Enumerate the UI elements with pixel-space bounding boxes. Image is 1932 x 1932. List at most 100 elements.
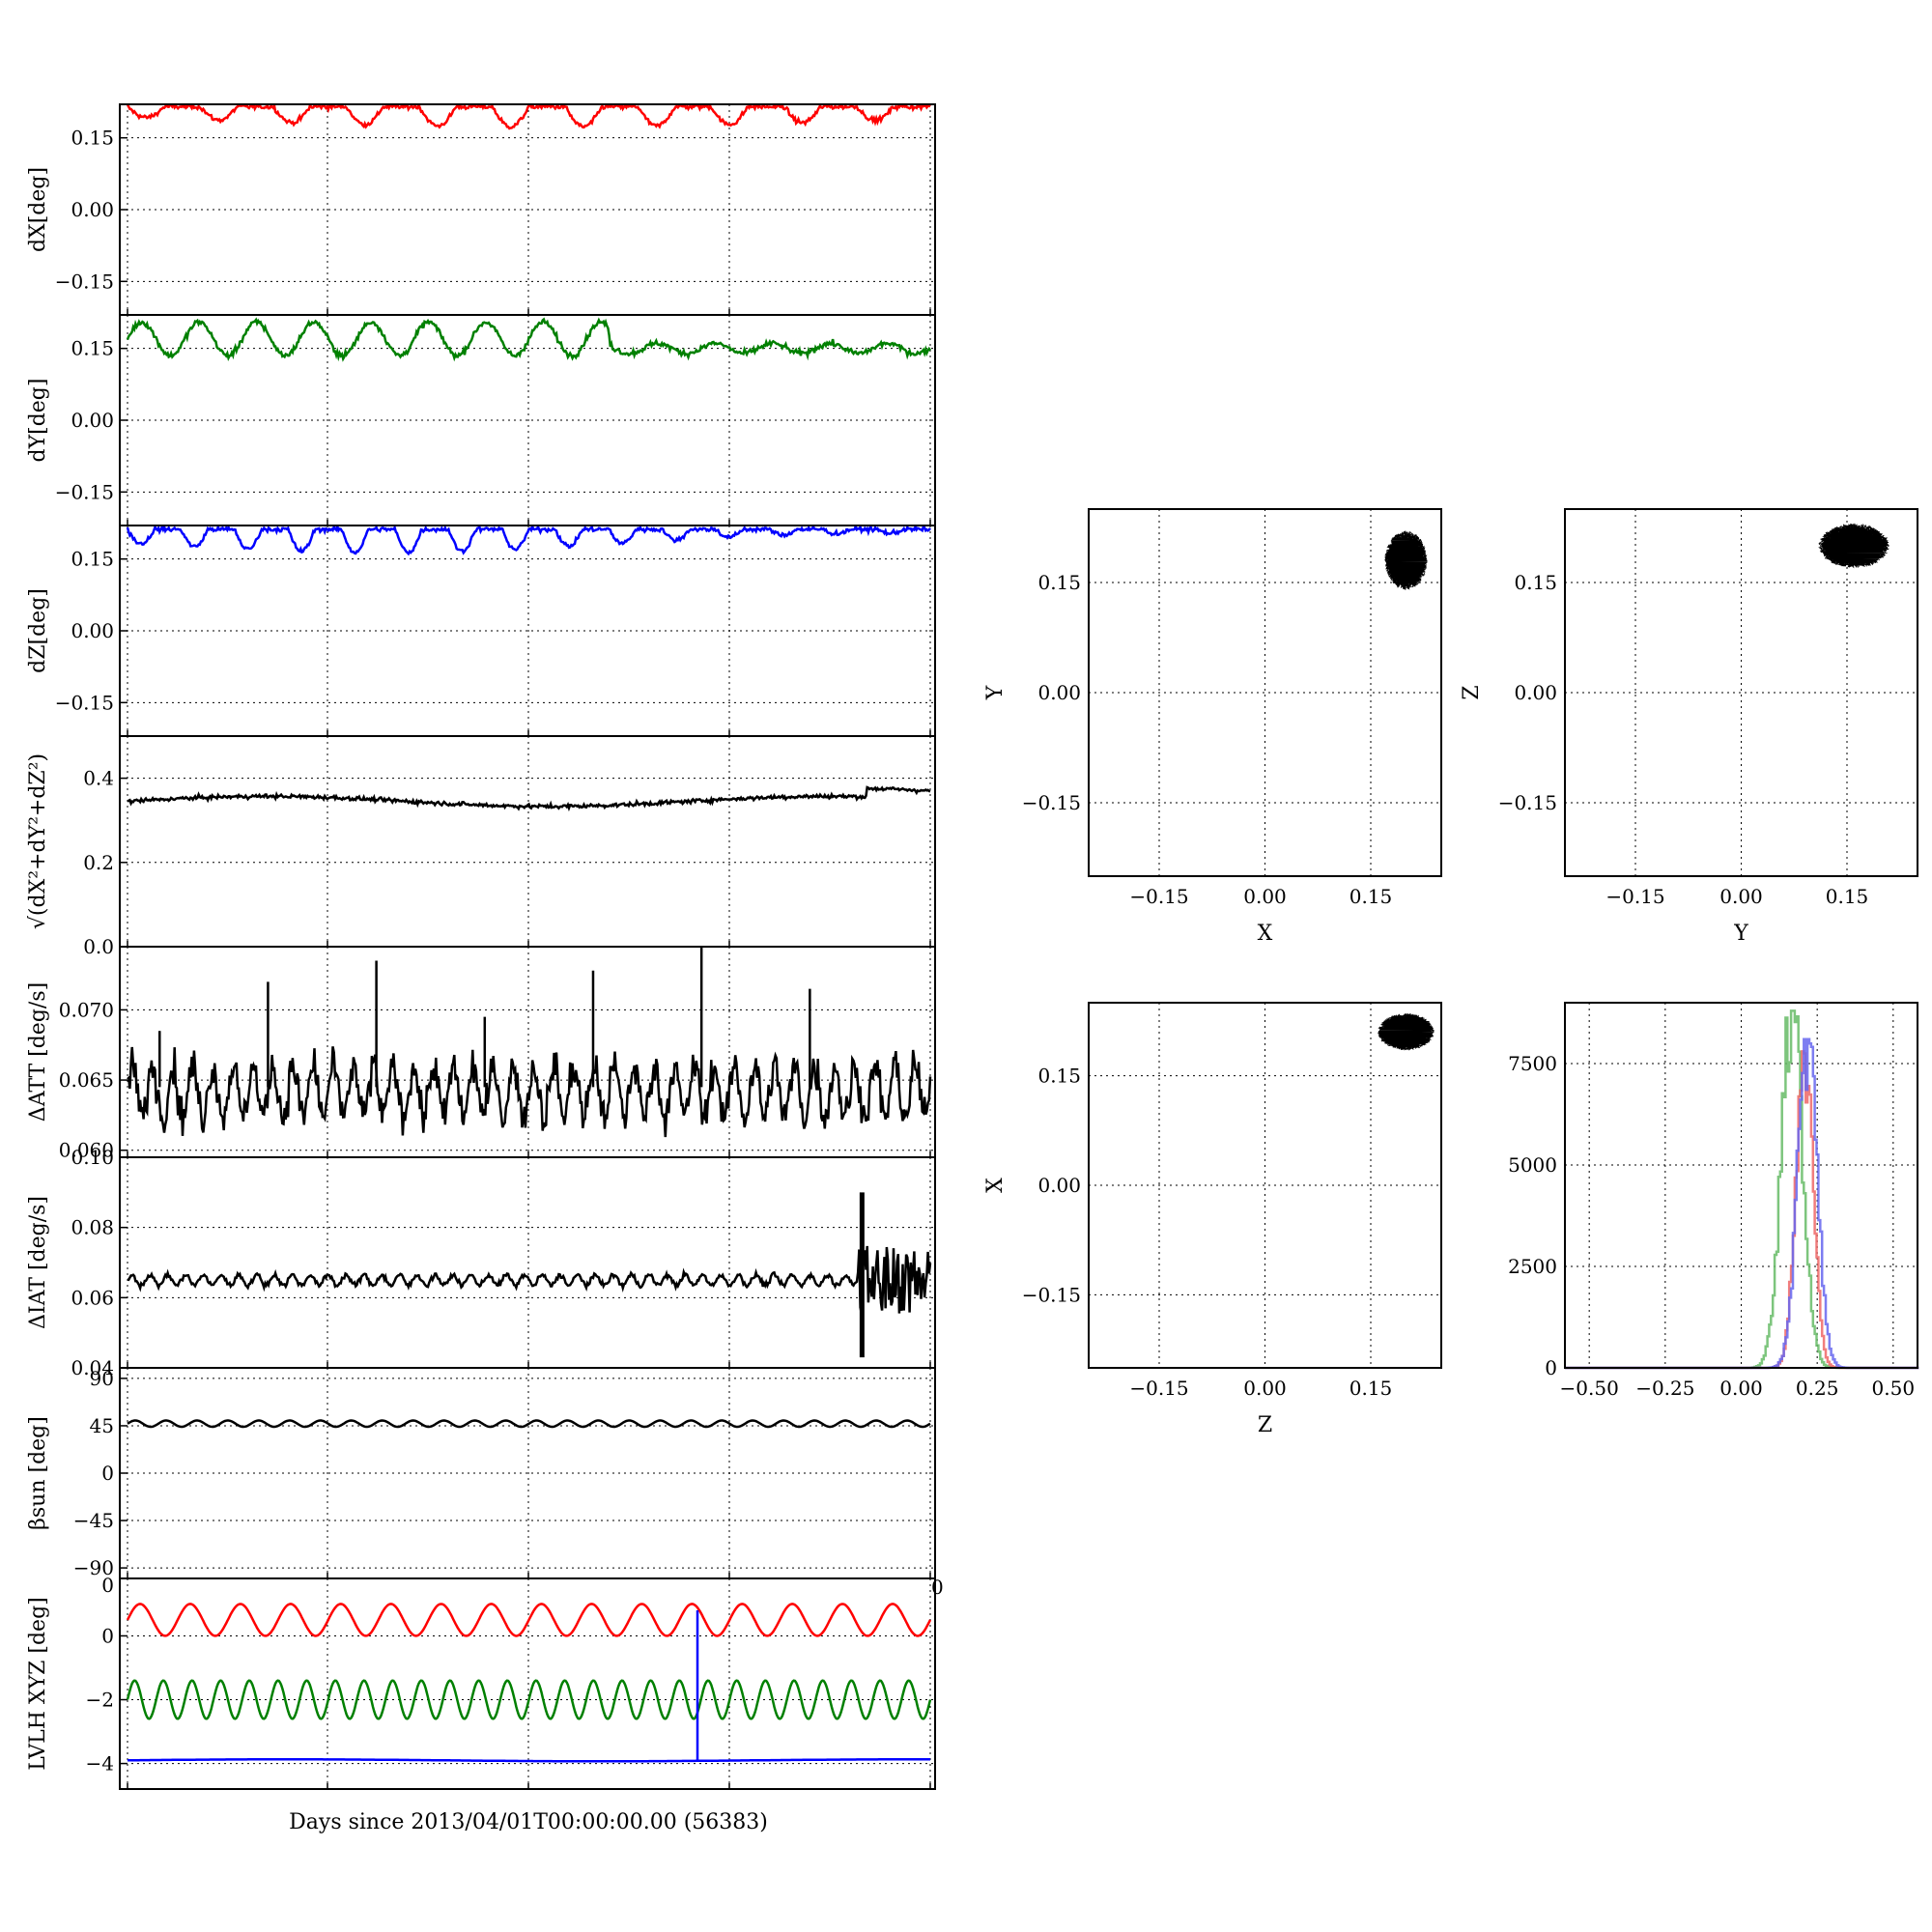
y-axis-label: dZ[deg]	[26, 588, 50, 673]
series-line	[126, 1679, 932, 1720]
x-tick-label: 0.50	[1872, 1377, 1916, 1400]
panel-lvlh: 0 −2 −4 LVLH XYZ [deg] 0 0	[26, 1574, 944, 1790]
x-tick-label: −0.15	[1605, 885, 1664, 908]
x-tick-label: 0.00	[1719, 885, 1763, 908]
scatter-trace	[1383, 529, 1428, 590]
y-tick-label: −0.15	[55, 480, 114, 503]
panel-xy: −0.15 0.00 0.15 0.15 0.00 −0.15 X Y	[983, 508, 1442, 946]
y-tick-label: −45	[73, 1509, 114, 1532]
series-line	[127, 104, 931, 130]
panels-group: 0.150.00−0.15dX[deg]0.150.00−0.15dY[deg]…	[26, 103, 1919, 1790]
y-tick-label: 0.15	[1514, 571, 1557, 594]
scatter-cluster	[1383, 529, 1428, 590]
y-tick-label: −0.15	[55, 691, 114, 714]
series-group	[127, 785, 931, 812]
y-tick-label: 2500	[1508, 1255, 1557, 1278]
x-tick-label: 0.15	[1826, 885, 1869, 908]
panel-yz: −0.15 0.00 0.15 0.15 0.00 −0.15 Y Z	[1460, 508, 1918, 946]
y-tick-label: 0.00	[71, 619, 114, 642]
series-group	[127, 1192, 932, 1358]
shared-x-axis-label: Days since 2013/04/01T00:00:00.00 (56383…	[289, 1810, 768, 1834]
x-tick-label: −0.25	[1635, 1377, 1694, 1400]
y-tick-label: 0.08	[71, 1216, 114, 1239]
y-tick-label: 45	[90, 1414, 114, 1437]
x-axis-label: Y	[1733, 922, 1748, 946]
series-line	[127, 1419, 931, 1429]
scatter-cluster	[1818, 523, 1889, 569]
histogram-series	[1565, 1009, 1919, 1370]
y-tick-label: 0.10	[71, 1146, 114, 1169]
series-line	[127, 1245, 932, 1314]
y-tick-label: 0.15	[1037, 1065, 1081, 1088]
plot-frame	[119, 946, 936, 1158]
y-axis-label: √(dX²+dY²+dZ²)	[26, 753, 50, 929]
series-line	[127, 1046, 932, 1138]
x-axis-label: X	[1258, 922, 1273, 946]
panel-norm: 0.4 0.2 0.0 √(dX²+dY²+dZ²)	[26, 735, 936, 958]
y-tick-label: 0.0	[83, 935, 114, 958]
corner-label: 0	[101, 1574, 114, 1597]
plot-frame	[119, 735, 936, 948]
x-tick-label: −0.15	[1129, 885, 1188, 908]
x-axis-label: Z	[1258, 1413, 1272, 1437]
plot-frame	[1564, 508, 1918, 877]
y-tick-label: 5000	[1508, 1153, 1557, 1177]
y-tick-label: 0.070	[59, 998, 114, 1021]
plot-frame	[119, 1156, 936, 1369]
y-axis-label: dY[deg]	[26, 379, 50, 463]
y-tick-label: −2	[86, 1689, 114, 1712]
panel-beta: 90 45 0 −45 −90 βsun [deg]	[26, 1367, 936, 1579]
scatter-trace	[1377, 1012, 1435, 1051]
y-axis-label: Z	[1460, 685, 1484, 699]
series-line	[126, 526, 932, 556]
y-tick-label: −0.15	[55, 270, 114, 293]
y-tick-label: 0.06	[71, 1286, 114, 1309]
y-tick-label: 0.00	[1514, 681, 1557, 704]
plot-frame	[119, 1577, 936, 1790]
y-tick-label: 7500	[1508, 1052, 1557, 1075]
x-tick-label: 0.00	[1243, 1377, 1287, 1400]
panel-zx: −0.15 0.00 0.15 0.15 0.00 −0.15 Z X	[983, 1002, 1442, 1437]
series-group	[127, 947, 932, 1138]
y-tick-label: −0.15	[1022, 791, 1081, 814]
y-tick-label: 0	[101, 1624, 114, 1647]
plot-frame	[1088, 1002, 1442, 1369]
series-group	[126, 317, 931, 362]
y-tick-label: 0	[101, 1462, 114, 1485]
y-tick-label: −4	[86, 1752, 114, 1776]
x-tick-label: 0.15	[1350, 1377, 1393, 1400]
series-line	[127, 785, 931, 812]
y-axis-label: dX[deg]	[26, 167, 50, 252]
x-tick-label: 0.25	[1796, 1377, 1839, 1400]
y-tick-label: 0.15	[71, 127, 114, 150]
y-axis-label: ΔATT [deg/s]	[26, 982, 50, 1122]
y-axis-label: X	[983, 1178, 1008, 1193]
y-tick-label: 0.060	[59, 1139, 114, 1162]
series-group	[126, 526, 932, 556]
x-tick-label: 0.00	[1719, 1377, 1763, 1400]
x-tick-label: −0.50	[1560, 1377, 1619, 1400]
series-line	[126, 1603, 932, 1637]
scatter-trace	[1818, 523, 1889, 569]
y-tick-label: 0.00	[71, 409, 114, 432]
y-tick-label: 0.00	[1037, 681, 1081, 704]
y-axis-label: ΔIAT [deg/s]	[26, 1196, 50, 1329]
x-tick-label: 0.15	[1350, 885, 1393, 908]
scatter-cluster	[1377, 1012, 1435, 1051]
plot-frame	[1088, 508, 1442, 877]
y-tick-label: 90	[90, 1367, 114, 1390]
series-line	[128, 1758, 930, 1763]
y-tick-label: −90	[73, 1556, 114, 1579]
histogram-series	[1565, 1037, 1919, 1370]
y-axis-label: Y	[983, 685, 1008, 700]
plot-frame	[1564, 1002, 1918, 1369]
series-line	[126, 317, 931, 362]
y-axis-label: βsun [deg]	[26, 1416, 50, 1530]
y-tick-label: 0.00	[1037, 1174, 1081, 1197]
corner-label: 0	[931, 1576, 944, 1599]
y-tick-label: 0.2	[83, 851, 114, 874]
y-tick-label: 0.15	[71, 337, 114, 360]
